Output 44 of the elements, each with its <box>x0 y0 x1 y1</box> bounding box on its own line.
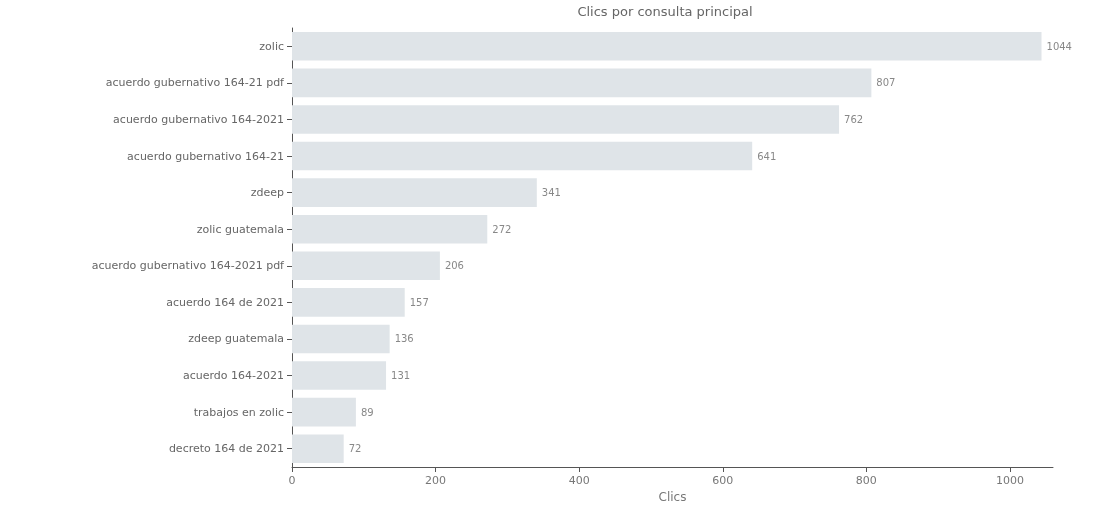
bar <box>292 251 440 281</box>
bar <box>292 397 356 427</box>
bar <box>292 178 537 207</box>
y-tick-label: zdeep <box>250 186 285 200</box>
x-tick-label: 1000 <box>995 474 1024 487</box>
bar <box>292 434 344 463</box>
x-tick-label: 200 <box>425 474 447 487</box>
y-tick-label: zolic guatemala <box>196 222 284 236</box>
bar <box>292 105 840 134</box>
data-label: 762 <box>844 113 864 125</box>
y-tick-label: acuerdo gubernativo 164-2021 <box>113 112 284 126</box>
data-label: 157 <box>409 296 429 308</box>
x-tick-label: 0 <box>288 474 296 487</box>
x-tick-label: 400 <box>568 474 590 487</box>
y-tick-label: zolic <box>259 39 284 53</box>
y-tick-label: acuerdo 164 de 2021 <box>166 295 284 309</box>
bar <box>292 288 405 317</box>
y-tick-label: decreto 164 de 2021 <box>168 442 284 456</box>
y-tick-label: trabajos en zolic <box>193 405 284 419</box>
data-label: 807 <box>876 77 896 89</box>
data-label: 641 <box>757 150 777 162</box>
data-label: 89 <box>360 406 374 418</box>
chart-title: Clics por consulta principal <box>577 4 753 19</box>
x-tick-label: 600 <box>712 474 734 487</box>
y-tick-label: acuerdo gubernativo 164-2021 pdf <box>91 259 286 273</box>
data-label: 1044 <box>1046 40 1072 52</box>
bar <box>292 68 872 98</box>
y-tick-label: acuerdo gubernativo 164-21 <box>127 149 284 163</box>
y-tick-label: acuerdo gubernativo 164-21 pdf <box>105 76 286 90</box>
x-tick-label: 800 <box>855 474 877 487</box>
bar <box>292 32 1042 61</box>
bar <box>292 141 753 171</box>
x-axis-title: Clics <box>658 489 687 504</box>
y-tick-label: acuerdo 164-2021 <box>182 369 284 383</box>
bar <box>292 324 390 354</box>
bar <box>292 361 387 390</box>
data-label: 341 <box>541 187 561 199</box>
y-tick-label: zdeep guatemala <box>188 332 284 346</box>
data-label: 206 <box>444 260 464 272</box>
bar <box>292 214 488 244</box>
data-label: 72 <box>348 443 362 455</box>
data-label: 131 <box>391 370 411 382</box>
data-label: 272 <box>492 223 512 235</box>
data-label: 136 <box>394 333 414 345</box>
